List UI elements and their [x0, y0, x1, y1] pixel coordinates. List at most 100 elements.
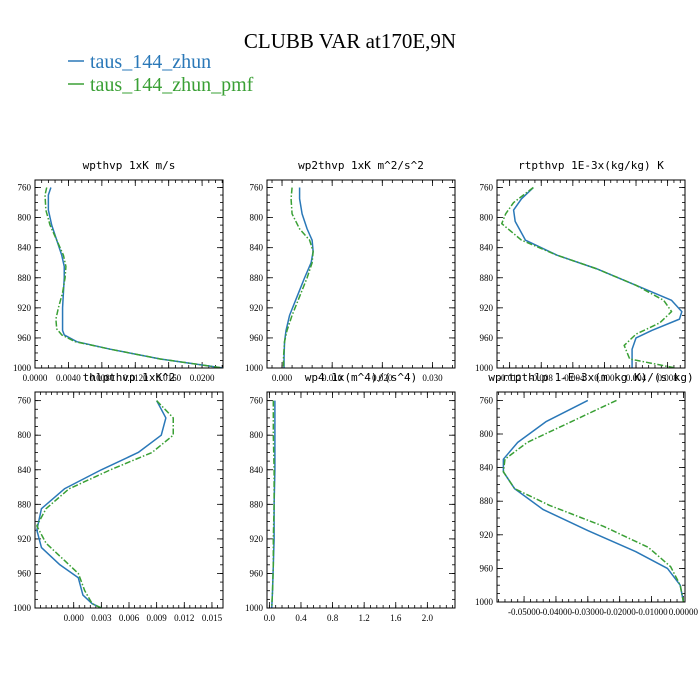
y-tick-label: 880	[18, 273, 32, 283]
x-tick-label: 0.0	[264, 613, 276, 623]
y-tick-label: 1000	[475, 597, 494, 607]
y-tick-label: 800	[480, 429, 494, 439]
panel-title: wprtpthlp 1-E-3x(m kg K)/(s kg)	[488, 371, 693, 384]
x-tick-label: 0.0160	[156, 373, 181, 383]
chart-panel-6: wprtpthlp 1-E-3x(m kg K)/(s kg)-0.05000-…	[475, 371, 699, 617]
plot-frame	[34, 391, 224, 609]
legend: taus_144_zhun taus_144_zhun_pmf	[68, 51, 254, 96]
legend-entry-1: taus_144_zhun	[68, 51, 211, 73]
legend-label-2: taus_144_zhun_pmf	[90, 74, 254, 96]
panel-title: thlpthvp 1xK^2	[83, 371, 176, 384]
x-tick-label: 0.008	[657, 373, 678, 383]
panel-title: wp4 1x(m^4)/(s^4)	[305, 371, 418, 384]
series-line-2	[502, 399, 685, 602]
x-tick-label: -0.004	[561, 373, 585, 383]
y-tick-label: 1000	[13, 603, 32, 613]
panels: wpthvp 1xK m/s 0.0000 0.0040 0.0080 0.0120 0.…	[13, 159, 699, 623]
plot-frame	[266, 391, 456, 609]
x-tick-label: -0.05000	[508, 607, 541, 617]
y-tick-label: 760	[250, 183, 264, 193]
legend-entry-2: taus_144_zhun_pmf	[68, 74, 254, 96]
panel-title: rtpthvp 1E-3x(kg/kg) K	[518, 159, 664, 172]
x-tick-label: -0.02000	[604, 607, 637, 617]
x-tick-label: 0.0120	[123, 373, 148, 383]
y-tick-label: 880	[480, 273, 494, 283]
chart-panel-3: rtpthvp 1E-3x(kg/kg) K -0.012 -0.008 -0.004…	[475, 159, 686, 383]
x-tick-label: 0.0000	[23, 373, 48, 383]
y-tick-label: 840	[480, 243, 494, 253]
y-tick-label: 960	[480, 333, 494, 343]
y-tick-label: 800	[250, 213, 264, 223]
x-tick-label: 0.006	[119, 613, 140, 623]
x-tick-label: -0.03000	[572, 607, 605, 617]
panel-title: wp2thvp 1xK m^2/s^2	[298, 159, 424, 172]
x-tick-label: 2.0	[422, 613, 434, 623]
chart-panel-4: thlpthvp 1xK^20.000 0.003 0.006 0.009 0.012 0…	[13, 371, 224, 623]
y-tick-label: 960	[18, 333, 32, 343]
series-line-2	[36, 400, 174, 608]
y-tick-label: 800	[18, 430, 32, 440]
plot-frame	[496, 179, 686, 369]
series-line-1	[512, 186, 683, 368]
x-tick-label: -0.01000	[635, 607, 668, 617]
x-tick-label: 1.2	[359, 613, 370, 623]
chart-panel-5: wp4 1x(m^4)/(s^4) 0.0 0.4 0.8 1.2 1.6 2.0 760 80…	[245, 371, 456, 623]
x-tick-label: 0.000	[272, 373, 293, 383]
series-line-2	[500, 186, 676, 368]
x-tick-label: 0.015	[202, 613, 223, 623]
y-tick-label: 840	[250, 465, 264, 475]
series-line-1	[283, 187, 314, 368]
x-tick-label: -0.012	[498, 373, 521, 383]
x-tick-label: 0.000	[594, 373, 615, 383]
x-tick-label: 1.6	[390, 613, 402, 623]
series-line-2	[44, 187, 223, 368]
x-tick-label: 0.004	[626, 373, 647, 383]
y-tick-label: 880	[250, 273, 264, 283]
series-line-1	[502, 399, 685, 602]
y-tick-label: 1000	[13, 363, 32, 373]
y-tick-label: 840	[480, 463, 494, 473]
y-tick-label: 920	[250, 534, 264, 544]
x-tick-label: 0.0200	[190, 373, 215, 383]
x-tick-label: 0.003	[91, 613, 112, 623]
y-tick-label: 840	[18, 465, 32, 475]
y-tick-label: 880	[18, 499, 32, 509]
x-tick-label: 0.8	[327, 613, 339, 623]
y-tick-label: 760	[18, 396, 32, 406]
figure-title: CLUBB VAR at170E,9N	[244, 29, 456, 53]
x-tick-label: 0.012	[174, 613, 194, 623]
series-line-2	[282, 187, 314, 368]
plot-frame	[496, 391, 686, 603]
series-line-1	[36, 400, 167, 608]
x-tick-label: 0.4	[295, 613, 307, 623]
panel-title: wpthvp 1xK m/s	[83, 159, 176, 172]
y-tick-label: 760	[18, 183, 32, 193]
y-tick-label: 840	[18, 243, 32, 253]
x-tick-label: -0.008	[530, 373, 554, 383]
x-tick-label: -0.04000	[540, 607, 573, 617]
y-tick-label: 960	[18, 568, 32, 578]
y-tick-label: 760	[480, 395, 494, 405]
series-line-1	[47, 187, 223, 368]
plot-frame	[266, 179, 456, 369]
y-tick-label: 800	[18, 213, 32, 223]
x-tick-label: 0.030	[422, 373, 443, 383]
chart-panel-1: wpthvp 1xK m/s 0.0000 0.0040 0.0080 0.0120 0.…	[13, 159, 224, 383]
y-tick-label: 920	[480, 530, 494, 540]
x-tick-label: 0.009	[147, 613, 168, 623]
x-tick-label: 0.000	[64, 613, 85, 623]
y-tick-label: 960	[480, 563, 494, 573]
y-tick-label: 920	[250, 303, 264, 313]
y-tick-label: 880	[250, 499, 264, 509]
y-tick-label: 800	[250, 430, 264, 440]
y-tick-label: 960	[250, 568, 264, 578]
y-tick-label: 840	[250, 243, 264, 253]
y-tick-label: 1000	[245, 603, 264, 613]
x-tick-label: 0.0080	[89, 373, 114, 383]
y-tick-label: 800	[480, 213, 494, 223]
y-tick-label: 960	[250, 333, 264, 343]
x-tick-label: 0.0040	[56, 373, 81, 383]
x-tick-label: 0.00000	[669, 607, 699, 617]
chart-panel-2: wp2thvp 1xK m^2/s^2 0.000 0.010 0.020 0.030 7…	[245, 159, 456, 383]
